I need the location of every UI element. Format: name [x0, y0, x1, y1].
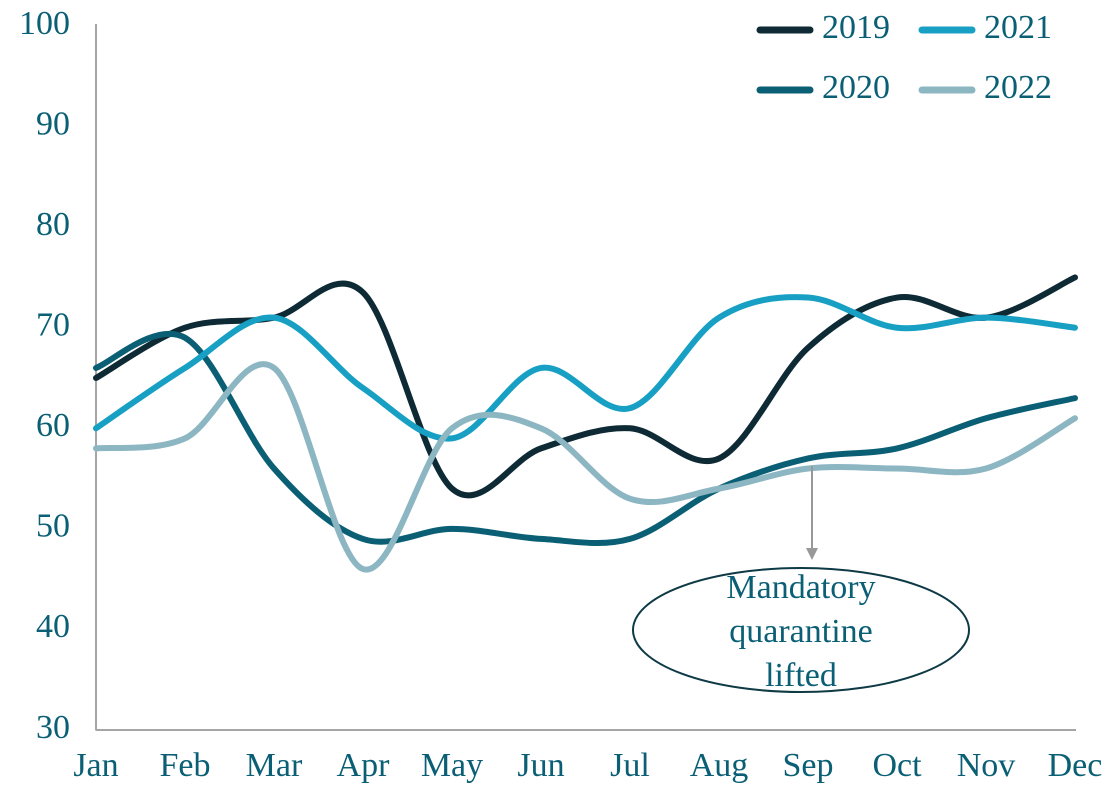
x-tick-label: May [421, 747, 483, 784]
y-tick-label: 100 [19, 5, 70, 42]
x-tick-label: Sep [783, 747, 834, 784]
y-tick-label: 50 [36, 508, 70, 545]
annotation-text: quarantine [729, 613, 873, 650]
x-tick-label: Mar [246, 747, 303, 784]
x-tick-label: Apr [337, 747, 391, 784]
y-tick-label: 80 [36, 206, 70, 243]
y-tick-label: 90 [36, 105, 70, 142]
annotation-ellipse [632, 567, 970, 693]
legend-label: 2021 [984, 9, 1052, 46]
annotation-text: lifted [765, 657, 837, 694]
x-tick-label: Nov [957, 747, 1016, 784]
y-tick-label: 60 [36, 407, 70, 444]
legend-label: 2020 [822, 69, 890, 106]
annotation-text: Mandatory [726, 569, 875, 606]
legend-label: 2019 [822, 9, 890, 46]
x-tick-label: Jan [73, 747, 118, 784]
annotation-arrowhead [806, 548, 818, 560]
x-tick-label: Aug [690, 747, 749, 784]
legend-label: 2022 [984, 69, 1052, 106]
y-tick-label: 40 [36, 608, 70, 645]
x-tick-label: Oct [872, 747, 922, 784]
y-tick-label: 30 [36, 709, 70, 746]
line-series [93, 330, 1078, 547]
y-tick-label: 70 [36, 307, 70, 344]
line-series [93, 361, 1078, 573]
x-tick-label: Jun [517, 747, 564, 784]
x-tick-label: Dec [1048, 747, 1103, 784]
line-series [93, 294, 1078, 442]
x-tick-label: Feb [160, 747, 211, 784]
x-tick-label: Jul [610, 747, 650, 784]
